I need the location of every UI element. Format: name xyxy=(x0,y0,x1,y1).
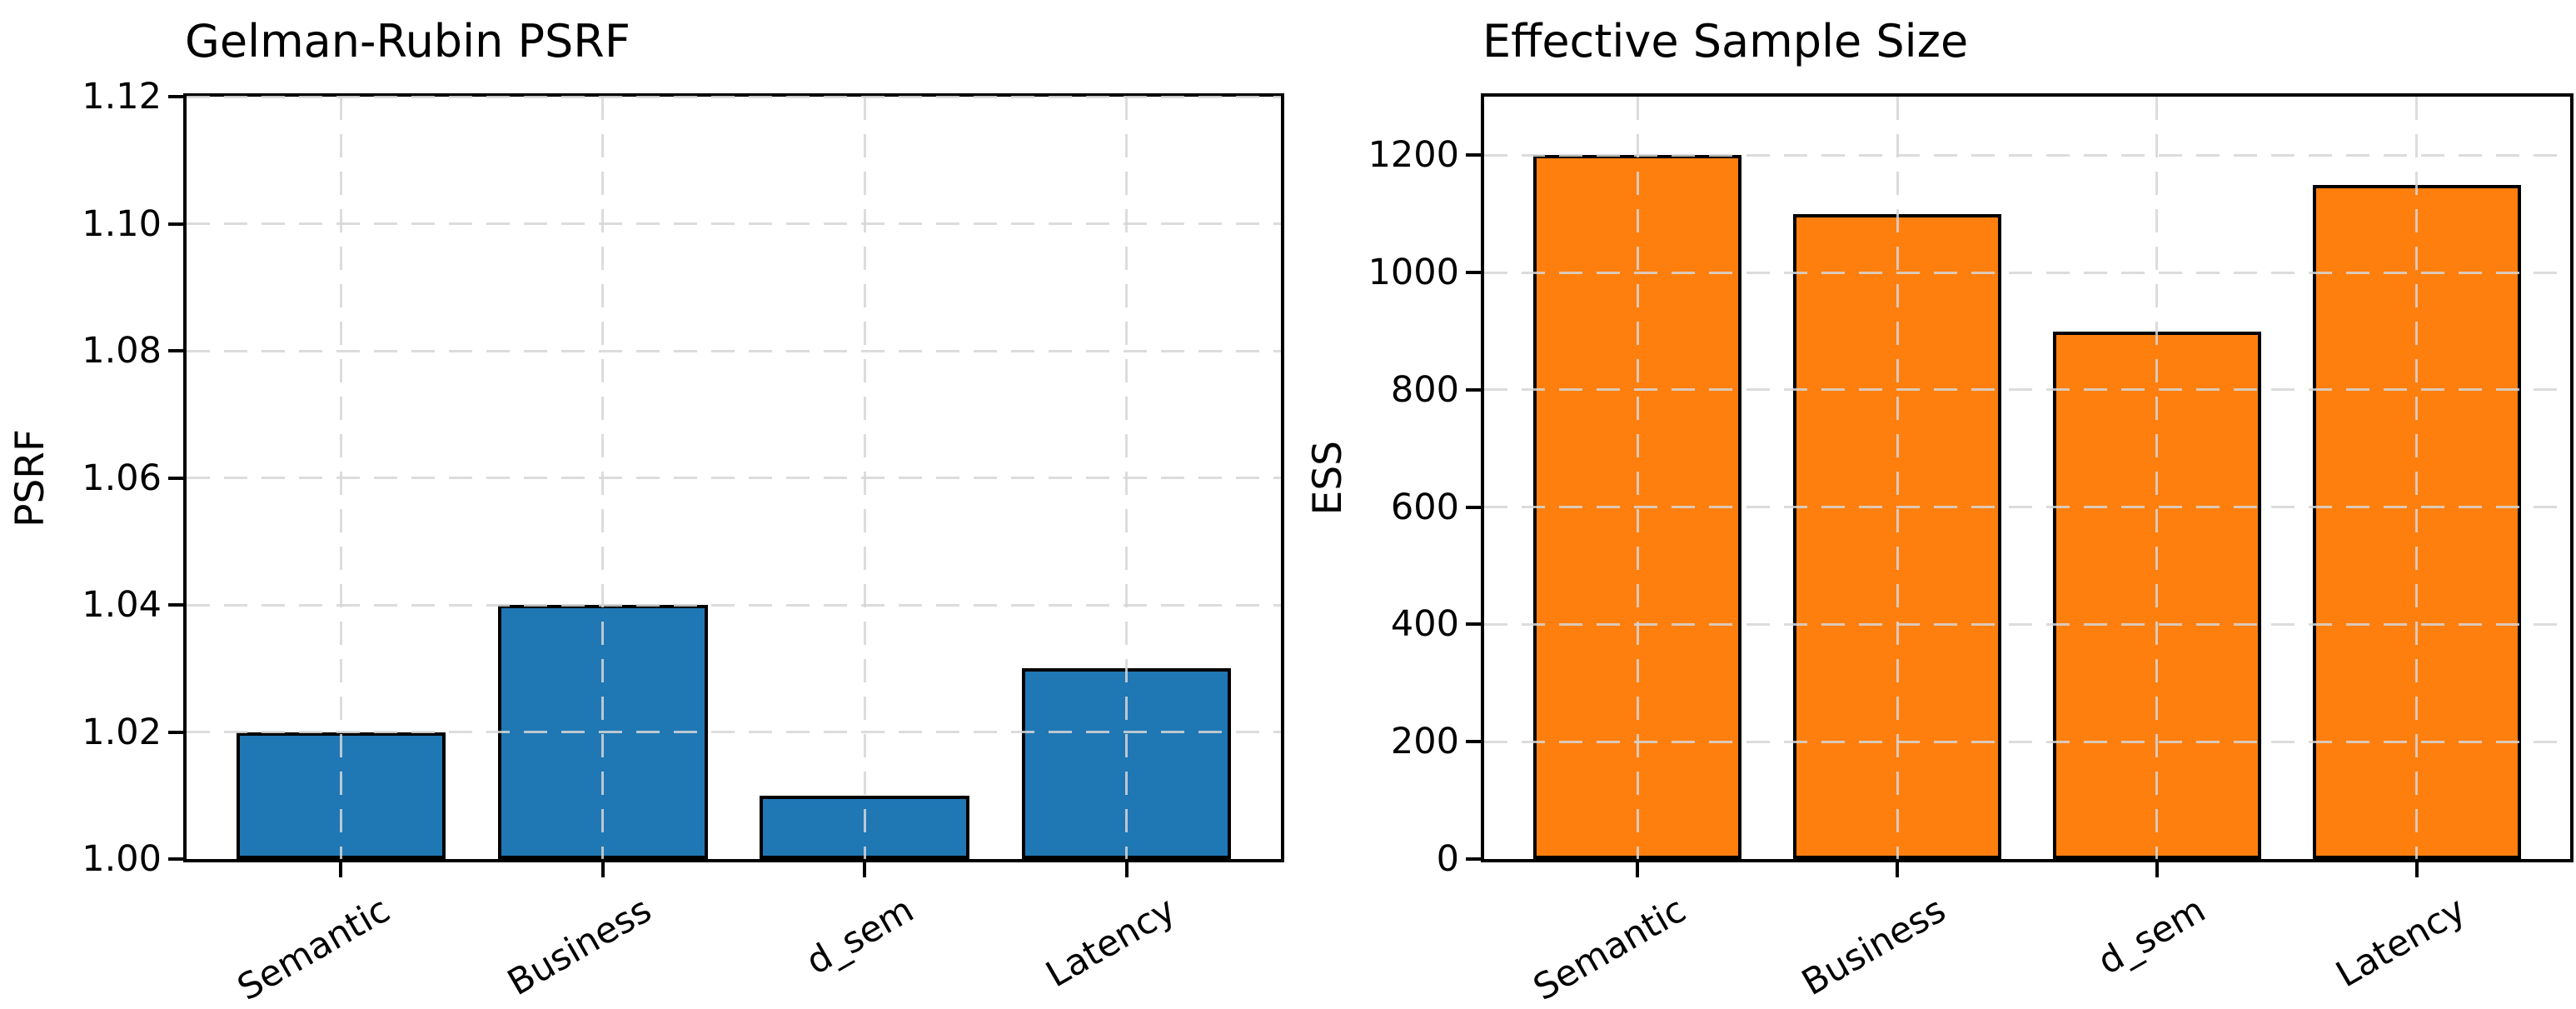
ytick-mark xyxy=(1466,622,1481,627)
ytick-label: 800 xyxy=(1390,368,1459,411)
bar-Business xyxy=(1793,213,2001,859)
gridline-x-d_sem xyxy=(863,97,866,859)
ytick-mark xyxy=(1466,857,1481,861)
ytick-label: 200 xyxy=(1390,721,1459,763)
ytick-label: 1.02 xyxy=(82,711,162,753)
psrf-bar-chart: Gelman-Rubin PSRF PSRF 1.00 1.02 1.04 1.06 1… xyxy=(7,15,1284,1009)
ytick-mark xyxy=(1466,740,1481,744)
chart-title: Gelman-Rubin PSRF xyxy=(185,15,630,67)
xtick-label-text: Business xyxy=(1795,889,1954,1005)
xtick-mark xyxy=(863,862,867,877)
chart-title: Effective Sample Size xyxy=(1482,15,1969,67)
ytick-label: 1.08 xyxy=(82,330,162,372)
y-axis-label: ESS xyxy=(1304,440,1351,516)
ytick-label: 1.00 xyxy=(82,838,162,880)
xtick-label-text: Latency xyxy=(2329,889,2473,997)
ytick-label: 1.12 xyxy=(82,76,162,117)
xtick-mark xyxy=(600,862,605,877)
gridline-y-1.04 xyxy=(187,603,1281,607)
bar-Semantic xyxy=(1533,155,1741,859)
xtick-mark xyxy=(1636,862,1640,877)
ytick-mark xyxy=(168,222,183,226)
ytick-label: 0 xyxy=(1436,838,1459,880)
ytick-mark xyxy=(1466,505,1481,509)
bar-Latency xyxy=(1021,668,1232,859)
xtick-label-text: Semantic xyxy=(1527,889,1694,1009)
gridline-y-1.08 xyxy=(187,349,1281,352)
xtick-mark xyxy=(1124,862,1129,877)
xtick-label-text: Semantic xyxy=(230,889,397,1009)
plot-area: 1.00 1.02 1.04 1.06 1.08 1.10 1.12 Semantic Busi… xyxy=(82,76,1284,1009)
gridline-y-1.06 xyxy=(187,477,1281,479)
ytick-mark xyxy=(168,95,183,98)
ytick-mark xyxy=(1466,387,1481,392)
plot-area: 0 200 400 600 800 1000 1200 Semantic Business d_s… xyxy=(1368,93,2574,1009)
xtick-label-text: d_sem xyxy=(799,889,921,984)
bar-d_sem xyxy=(760,795,969,859)
xtick-label-text: d_sem xyxy=(2091,889,2213,984)
xtick-mark xyxy=(1896,862,1900,877)
bar-Business xyxy=(498,605,708,859)
ytick-mark xyxy=(168,476,183,480)
ytick-label: 400 xyxy=(1390,603,1459,646)
xtick-label-text: Business xyxy=(501,889,659,1005)
gridline-y-1.10 xyxy=(187,222,1281,225)
ytick-label: 1.06 xyxy=(82,457,162,499)
xtick-mark xyxy=(339,862,343,877)
ytick-mark xyxy=(168,349,183,352)
xtick-mark xyxy=(2414,862,2419,877)
ess-bar-chart: Effective Sample Size ESS 0 200 400 600 800 1… xyxy=(1305,15,2574,1009)
ytick-mark xyxy=(168,603,183,607)
ytick-label: 1200 xyxy=(1368,134,1459,177)
ytick-label: 1000 xyxy=(1368,252,1459,294)
bar-Semantic xyxy=(236,732,446,859)
bar-Latency xyxy=(2313,184,2521,859)
ytick-mark xyxy=(1466,271,1481,275)
ytick-label: 1.10 xyxy=(82,202,162,245)
ytick-mark xyxy=(1466,153,1481,157)
xtick-label-text: Latency xyxy=(1039,889,1183,997)
ytick-label: 1.04 xyxy=(82,584,162,626)
ytick-label: 600 xyxy=(1390,486,1459,528)
y-axis-label: PSRF xyxy=(7,428,53,527)
ytick-mark xyxy=(168,730,183,734)
xtick-mark xyxy=(2155,862,2159,877)
ytick-mark xyxy=(168,857,183,861)
gridline-y-1.12 xyxy=(187,95,1281,98)
bar-d_sem xyxy=(2053,331,2261,859)
